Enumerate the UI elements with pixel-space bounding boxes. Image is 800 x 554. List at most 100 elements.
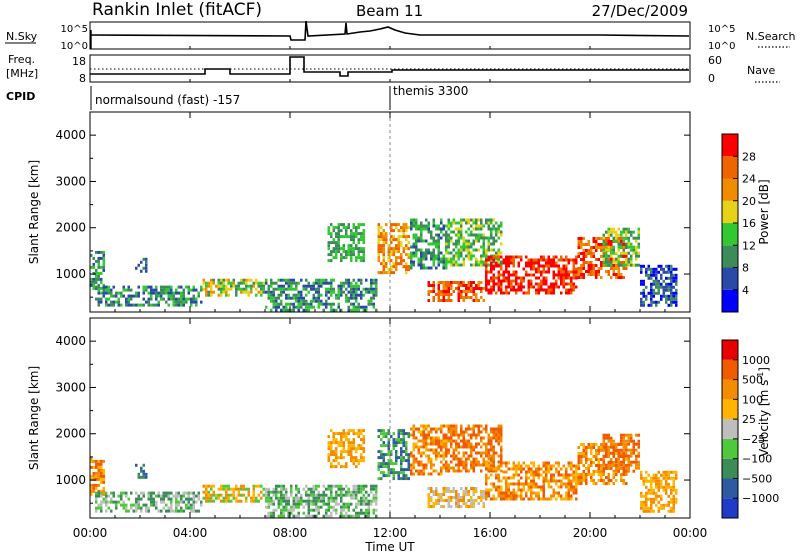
velocity-cell: [312, 493, 315, 497]
velocity-cell: [602, 446, 605, 449]
power-cell: [167, 294, 170, 298]
power-cell: [327, 247, 330, 251]
velocity-cell: [600, 470, 603, 473]
velocity-cell: [465, 493, 468, 496]
velocity-cell: [555, 461, 558, 465]
power-cell: [327, 253, 330, 257]
power-cell: [462, 290, 465, 293]
power-cell: [460, 281, 463, 284]
power-cell: [455, 260, 458, 264]
velocity-cell: [317, 508, 320, 512]
velocity-cell: [362, 493, 365, 497]
power-cell: [497, 270, 500, 274]
power-cell: [340, 253, 343, 257]
power-cell: [137, 285, 140, 289]
power-cell: [520, 258, 523, 262]
power-cell: [377, 238, 380, 242]
power-cell: [365, 290, 368, 294]
velocity-cell: [642, 476, 645, 480]
power-cell: [420, 248, 423, 252]
velocity-cell: [385, 453, 388, 457]
velocity-cell: [635, 442, 638, 446]
velocity-cell: [355, 514, 358, 518]
power-cell: [655, 285, 658, 289]
power-cell: [362, 229, 365, 233]
velocity-cell: [435, 490, 438, 493]
power-cell: [555, 279, 558, 283]
power-cell: [607, 270, 610, 273]
power-cell: [515, 276, 518, 280]
velocity-cell: [335, 441, 338, 445]
velocity-cell: [392, 474, 395, 478]
power-cell: [227, 287, 230, 291]
power-cell: [500, 221, 503, 225]
velocity-cell: [362, 496, 365, 500]
power-cell: [462, 284, 465, 287]
velocity-cell: [617, 460, 620, 464]
power-cell: [400, 229, 403, 233]
velocity-cell: [315, 487, 318, 491]
power-cell: [480, 245, 483, 249]
velocity-cell: [570, 479, 573, 483]
power-cell: [622, 239, 625, 243]
power-cell: [537, 267, 540, 271]
velocity-cell: [240, 487, 243, 491]
velocity-cell: [455, 490, 458, 493]
power-cell: [482, 233, 485, 237]
velocity-cell: [437, 454, 440, 458]
power-cell: [437, 254, 440, 258]
velocity-cell: [95, 491, 98, 495]
velocity-cell: [270, 502, 273, 506]
velocity-cell: [347, 432, 350, 436]
velocity-cell: [225, 490, 228, 494]
power-cell: [460, 233, 463, 237]
velocity-cell: [560, 473, 563, 477]
velocity-cell: [490, 445, 493, 449]
power-cell: [430, 257, 433, 261]
velocity-cell: [465, 451, 468, 455]
velocity-cell: [347, 453, 350, 457]
freq-label: Freq.: [8, 53, 35, 66]
velocity-cell: [462, 436, 465, 440]
power-cell: [340, 284, 343, 288]
velocity-echo-region: [265, 484, 378, 518]
power-cell: [600, 255, 603, 258]
power-cell: [410, 257, 413, 261]
velocity-cell: [395, 441, 398, 445]
velocity-cell: [470, 451, 473, 455]
velocity-cell: [455, 424, 458, 428]
velocity-cell: [97, 506, 100, 510]
velocity-cell: [525, 473, 528, 477]
power-cell: [280, 308, 283, 312]
power-cell: [342, 244, 345, 248]
velocity-cell: [520, 494, 523, 498]
velocity-cell: [675, 500, 678, 504]
velocity-cell: [472, 457, 475, 461]
power-cell: [105, 300, 108, 304]
power-cell: [372, 296, 375, 300]
velocity-cell: [302, 505, 305, 509]
velocity-cell: [147, 491, 150, 495]
power-cell: [167, 297, 170, 301]
velocity-cell: [185, 503, 188, 507]
velocity-cell: [425, 448, 428, 452]
velocity-cell: [330, 514, 333, 518]
velocity-cell: [185, 506, 188, 510]
velocity-cell: [412, 430, 415, 434]
power-cell: [307, 308, 310, 312]
power-cell: [127, 294, 130, 298]
velocity-cell: [625, 466, 628, 470]
power-cell: [130, 288, 133, 292]
velocity-cell: [300, 496, 303, 500]
velocity-cell: [290, 487, 293, 491]
velocity-cell: [362, 447, 365, 451]
velocity-cell: [225, 493, 228, 497]
velocity-cell: [480, 454, 483, 458]
power-cell: [490, 248, 493, 252]
power-cell: [457, 221, 460, 225]
time-axis: 00:00 04:00 08:00 12:00 16:00 20:00 00:00: [73, 46, 707, 540]
power-cell: [670, 276, 673, 280]
velocity-cell: [590, 464, 593, 467]
velocity-cell: [585, 449, 588, 452]
velocity-cell: [142, 469, 145, 473]
